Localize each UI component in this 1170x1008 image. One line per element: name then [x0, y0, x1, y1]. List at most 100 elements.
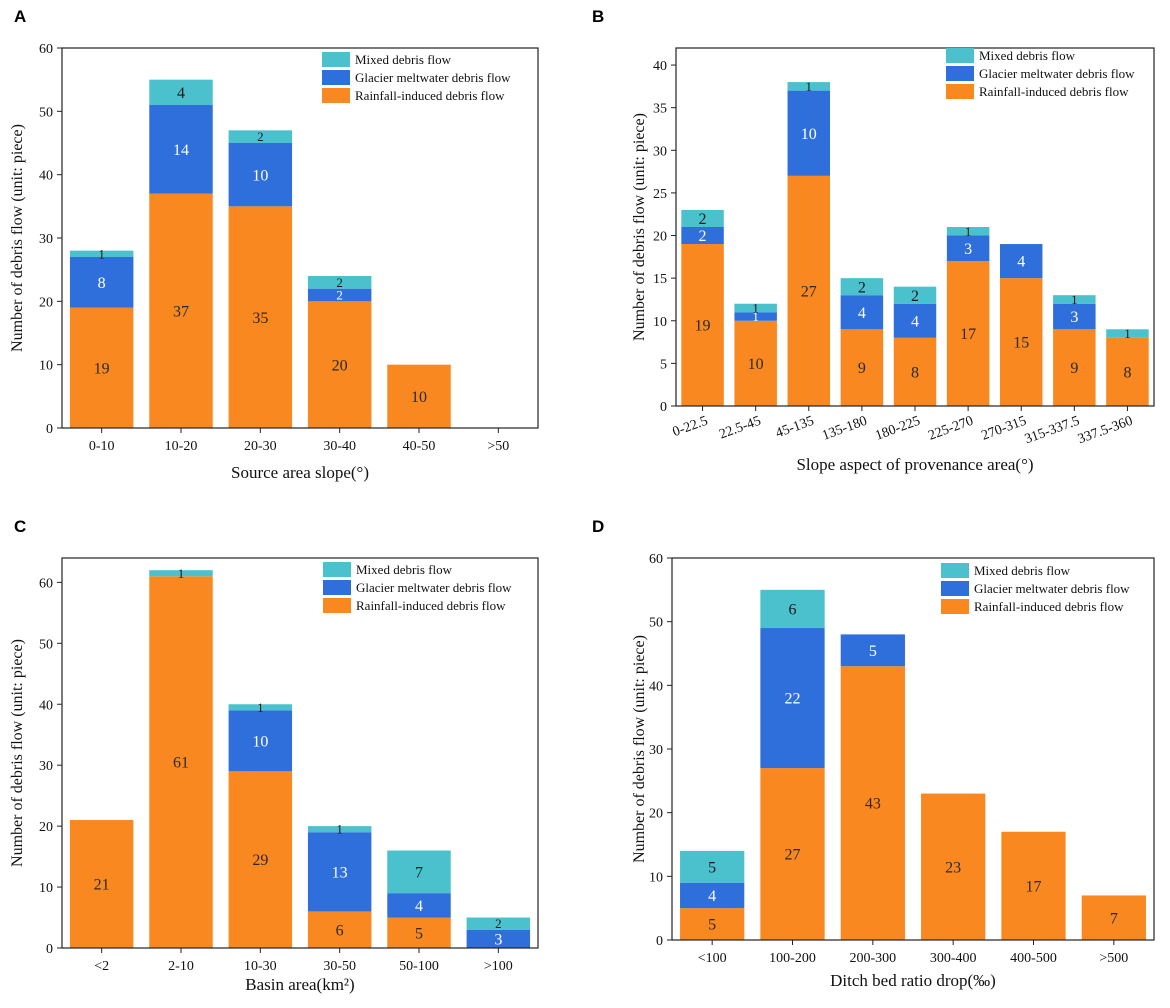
data-label-rainfall-3: 20 [332, 357, 348, 374]
y-tick-label: 20 [649, 807, 663, 822]
data-label-mixed-1: 1 [178, 566, 185, 581]
data-label-glacier-2: 5 [869, 643, 877, 660]
bar-glacier-2 [228, 143, 293, 207]
bar-glacier-4 [387, 893, 451, 918]
x-axis-title: Slope aspect of provenance area(°) [796, 455, 1033, 474]
data-label-glacier-0: 4 [708, 888, 716, 905]
bar-rainfall-1 [734, 320, 777, 406]
data-label-mixed-2: 1 [806, 79, 813, 94]
data-label-rainfall-0: 5 [708, 917, 716, 934]
bar-mixed-1 [149, 570, 213, 577]
data-label-rainfall-1: 10 [748, 356, 764, 373]
bar-glacier-0 [69, 257, 134, 308]
y-tick-label: 30 [39, 232, 53, 247]
bar-glacier-7 [1053, 303, 1096, 330]
y-tick-label: 50 [39, 637, 53, 652]
bar-rainfall-4 [387, 917, 451, 948]
data-label-glacier-4: 4 [911, 313, 919, 330]
bar-glacier-3 [307, 832, 372, 912]
legend-label-rainfall: Rainfall-induced debris flow [356, 598, 506, 613]
x-axis-title: Ditch bed ratio drop(‰) [830, 971, 996, 990]
x-tick-label: >100 [484, 959, 513, 974]
data-label-glacier-5: 3 [494, 931, 502, 948]
plot-frame [61, 557, 539, 949]
bar-glacier-5 [946, 235, 990, 262]
bar-rainfall-0 [680, 908, 745, 940]
data-label-rainfall-0: 19 [94, 360, 110, 377]
bar-rainfall-5 [946, 261, 990, 406]
data-label-glacier-0: 8 [98, 275, 106, 292]
panel-letter: A [14, 7, 26, 26]
y-tick-label: 40 [649, 679, 663, 694]
data-label-rainfall-1: 61 [173, 755, 189, 772]
bar-rainfall-4 [1001, 831, 1066, 940]
x-axis-title: Basin area(km²) [245, 975, 354, 994]
x-tick-label: 0-10 [89, 439, 115, 454]
legend-swatch-rainfall [322, 88, 350, 103]
legend-swatch-rainfall [946, 84, 974, 99]
data-label-glacier-2: 10 [252, 167, 268, 184]
y-tick-label: 40 [39, 698, 53, 713]
bar-mixed-2 [228, 130, 293, 143]
bar-rainfall-0 [69, 307, 134, 428]
data-label-mixed-8: 1 [1124, 326, 1131, 341]
x-tick-label: 30-50 [323, 959, 356, 974]
x-tick-label: 337.5-360 [1076, 414, 1135, 448]
legend-label-rainfall: Rainfall-induced debris flow [979, 84, 1129, 99]
legend-swatch-mixed [946, 48, 974, 63]
data-label-rainfall-2: 29 [252, 852, 268, 869]
data-label-rainfall-1: 37 [173, 303, 189, 320]
bar-rainfall-1 [149, 193, 213, 428]
bar-glacier-1 [760, 628, 825, 769]
x-tick-label: 20-30 [244, 439, 277, 454]
chart-panel-b: B192210112710194284217311549318105101520… [592, 7, 1155, 474]
bar-glacier-2 [228, 710, 293, 772]
x-tick-label: 315-337.5 [1023, 414, 1082, 448]
x-tick-label: >50 [487, 439, 509, 454]
x-tick-label: 100-200 [769, 951, 816, 966]
data-label-glacier-2: 10 [252, 733, 268, 750]
x-tick-label: 225-270 [926, 414, 975, 444]
data-label-glacier-5: 3 [964, 241, 972, 258]
y-tick-label: 20 [39, 295, 53, 310]
data-label-glacier-3: 13 [332, 864, 348, 881]
x-tick-label: 30-40 [323, 439, 356, 454]
data-label-mixed-1: 6 [789, 602, 797, 619]
bar-glacier-4 [893, 303, 937, 338]
y-tick-label: 50 [39, 105, 53, 120]
y-axis-title: Number of debris flow (unit: piece) [631, 635, 648, 863]
bar-rainfall-7 [1053, 329, 1096, 406]
legend-label-mixed: Mixed debris flow [355, 52, 452, 67]
data-label-mixed-3: 1 [336, 822, 343, 837]
y-axis-title: Number of debris flow (unit: piece) [9, 124, 26, 352]
legend-label-glacier: Glacier meltwater debris flow [974, 581, 1130, 596]
data-label-rainfall-6: 15 [1013, 335, 1029, 352]
data-label-rainfall-4: 17 [1026, 878, 1042, 895]
data-label-glacier-3: 2 [336, 288, 343, 303]
y-tick-label: 35 [653, 102, 667, 117]
data-label-rainfall-1: 27 [785, 847, 801, 864]
data-label-mixed-7: 1 [1071, 292, 1078, 307]
chart-panel-d: D 5 4 5 27 22 6 43 5 23 17 7 0 10 20 30 40 50 60 <100 100-20… [592, 517, 1155, 990]
data-label-glacier-4: 4 [415, 898, 423, 915]
x-tick-label: 40-50 [403, 439, 436, 454]
y-axis-title: Number of debris flow (unit: piece) [9, 639, 26, 867]
y-tick-label: 20 [39, 820, 53, 835]
x-tick-label: <100 [698, 951, 727, 966]
bar-glacier-3 [840, 295, 884, 330]
y-tick-label: 50 [649, 616, 663, 631]
bar-rainfall-0 [681, 244, 724, 406]
data-label-glacier-1: 22 [785, 691, 801, 708]
bar-mixed-3 [840, 278, 884, 296]
x-tick-label: 270-315 [980, 414, 1029, 444]
x-tick-label: 45-135 [774, 414, 816, 442]
bar-mixed-5 [946, 227, 990, 236]
y-tick-label: 30 [649, 743, 663, 758]
data-label-glacier-2: 10 [801, 126, 817, 143]
bar-mixed-4 [387, 850, 451, 894]
bar-rainfall-2 [228, 206, 293, 428]
legend-label-mixed: Mixed debris flow [356, 562, 453, 577]
data-label-rainfall-7: 9 [1070, 360, 1078, 377]
